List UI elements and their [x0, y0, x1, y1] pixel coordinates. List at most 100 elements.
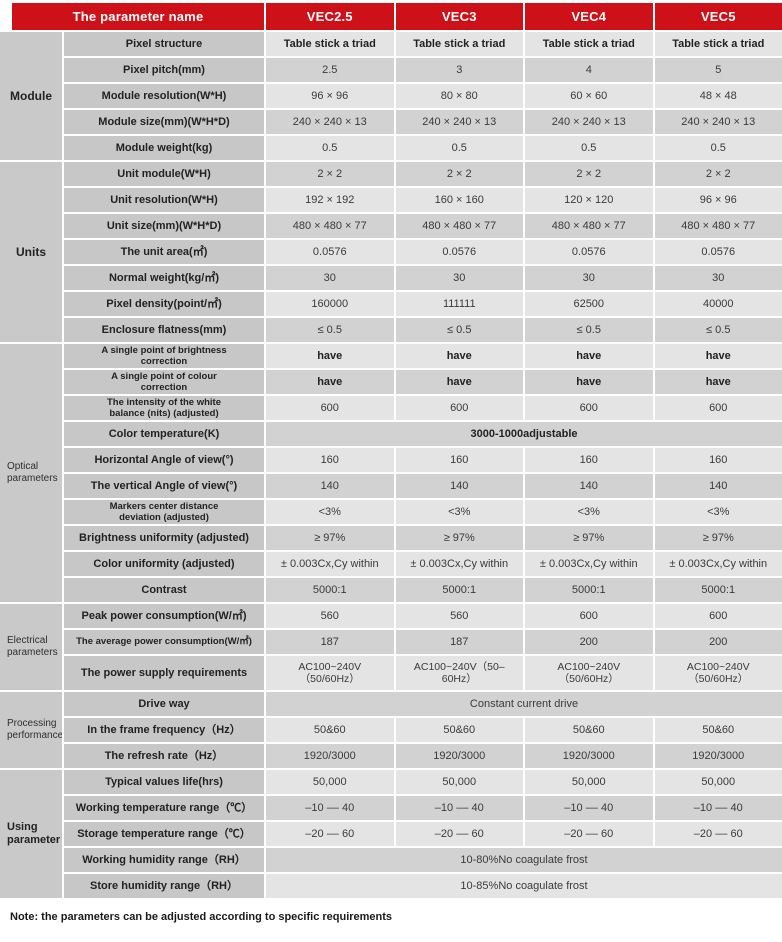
- value-cell: 0.0576: [395, 240, 523, 264]
- group-cell: Optical parameters: [0, 344, 62, 602]
- value-cell: 600: [395, 396, 523, 420]
- value-cell: Table stick a triad: [266, 32, 394, 56]
- header-parameter-name-cell: The parameter name: [12, 3, 264, 30]
- param-name-cell: Peak power consumption(W/㎡): [64, 604, 264, 628]
- value-cell: –10 –– 40: [395, 796, 523, 820]
- value-cell: 50,000: [525, 770, 653, 794]
- value-cell: AC100~240V （50/60Hz）: [525, 656, 653, 690]
- value-cell: have: [525, 370, 653, 394]
- value-cell: 30: [266, 266, 394, 290]
- param-name-cell: Markers center distance deviation (adjus…: [64, 500, 264, 524]
- value-cell: ± 0.003Cx,Cy within: [395, 552, 523, 576]
- value-cell: 30: [654, 266, 782, 290]
- value-cell: 5: [654, 58, 782, 82]
- value-cell: ≤ 0.5: [266, 318, 394, 342]
- value-cell: –20 –– 60: [266, 822, 394, 846]
- value-cell: ≥ 97%: [395, 526, 523, 550]
- value-cell: 480 × 480 × 77: [525, 214, 653, 238]
- value-cell: AC100~240V （50/60Hz）: [654, 656, 782, 690]
- value-cell: 0.5: [525, 136, 653, 160]
- value-cell: 240 × 240 × 13: [266, 110, 394, 134]
- group-cell: Electrical parameters: [0, 604, 62, 690]
- value-cell: 60 × 60: [525, 84, 653, 108]
- value-cell: 0.5: [654, 136, 782, 160]
- value-cell: 0.0576: [525, 240, 653, 264]
- span-value-cell: 10-80%No coagulate frost: [266, 848, 782, 872]
- param-name-cell: Normal weight(kg/㎡): [64, 266, 264, 290]
- value-cell: 50,000: [654, 770, 782, 794]
- param-name-cell: Color uniformity (adjusted): [64, 552, 264, 576]
- value-cell: 50&60: [525, 718, 653, 742]
- value-cell: 0.5: [395, 136, 523, 160]
- value-cell: 140: [395, 474, 523, 498]
- param-name-cell: Module size(mm)(W*H*D): [64, 110, 264, 134]
- value-cell: have: [525, 344, 653, 368]
- value-cell: 96 × 96: [266, 84, 394, 108]
- group-cell: Processing performance: [0, 692, 62, 768]
- value-cell: <3%: [266, 500, 394, 524]
- value-cell: ± 0.003Cx,Cy within: [654, 552, 782, 576]
- value-cell: AC100~240V （50/60Hz）: [266, 656, 394, 690]
- param-name-cell: Enclosure flatness(mm): [64, 318, 264, 342]
- group-cell: Using parameter: [0, 770, 62, 898]
- header-model-cell: VEC2.5: [266, 3, 394, 30]
- param-name-cell: A single point of brightness correction: [64, 344, 264, 368]
- value-cell: –20 –– 60: [654, 822, 782, 846]
- value-cell: 5000:1: [266, 578, 394, 602]
- value-cell: 5000:1: [525, 578, 653, 602]
- value-cell: <3%: [525, 500, 653, 524]
- param-name-cell: Typical values life(hrs): [64, 770, 264, 794]
- value-cell: 560: [266, 604, 394, 628]
- value-cell: 160: [525, 448, 653, 472]
- value-cell: have: [395, 344, 523, 368]
- param-name-cell: Pixel pitch(mm): [64, 58, 264, 82]
- value-cell: 160: [266, 448, 394, 472]
- header-model-cell: VEC3: [395, 3, 523, 30]
- param-name-cell: Module weight(kg): [64, 136, 264, 160]
- value-cell: Table stick a triad: [395, 32, 523, 56]
- value-cell: 1920/3000: [654, 744, 782, 768]
- param-name-cell: Unit size(mm)(W*H*D): [64, 214, 264, 238]
- param-name-cell: The unit area(㎡): [64, 240, 264, 264]
- param-name-cell: Drive way: [64, 692, 264, 716]
- value-cell: 96 × 96: [654, 188, 782, 212]
- spec-table: Module Pixel structure Table stick a triad…: [0, 32, 782, 898]
- group-cell: Units: [0, 162, 62, 342]
- value-cell: ≤ 0.5: [654, 318, 782, 342]
- value-cell: 50&60: [266, 718, 394, 742]
- value-cell: 50&60: [395, 718, 523, 742]
- value-cell: <3%: [654, 500, 782, 524]
- param-name-cell: Working humidity range（RH）: [64, 848, 264, 872]
- value-cell: 111111: [395, 292, 523, 316]
- param-name-cell: The power supply requirements: [64, 656, 264, 690]
- value-cell: AC100~240V（50– 60Hz）: [395, 656, 523, 690]
- param-name-cell: Brightness uniformity (adjusted): [64, 526, 264, 550]
- value-cell: 140: [266, 474, 394, 498]
- value-cell: 140: [654, 474, 782, 498]
- value-cell: 160: [395, 448, 523, 472]
- param-name-cell: The refresh rate（Hz）: [64, 744, 264, 768]
- span-value-cell: Constant current drive: [266, 692, 782, 716]
- value-cell: 600: [525, 396, 653, 420]
- value-cell: 600: [654, 604, 782, 628]
- value-cell: 200: [525, 630, 653, 654]
- value-cell: Table stick a triad: [654, 32, 782, 56]
- value-cell: 30: [525, 266, 653, 290]
- value-cell: 480 × 480 × 77: [266, 214, 394, 238]
- value-cell: –10 –– 40: [266, 796, 394, 820]
- param-name-cell: Module resolution(W*H): [64, 84, 264, 108]
- value-cell: 160 × 160: [395, 188, 523, 212]
- value-cell: 200: [654, 630, 782, 654]
- value-cell: 600: [525, 604, 653, 628]
- value-cell: 50&60: [654, 718, 782, 742]
- param-name-cell: Pixel structure: [64, 32, 264, 56]
- param-name-cell: The average power consumption(W/㎡): [64, 630, 264, 654]
- value-cell: ≥ 97%: [654, 526, 782, 550]
- value-cell: have: [654, 370, 782, 394]
- header-model-cell: VEC4: [525, 3, 653, 30]
- value-cell: 160: [654, 448, 782, 472]
- group-cell: Module: [0, 32, 62, 160]
- value-cell: –20 –– 60: [525, 822, 653, 846]
- value-cell: 1920/3000: [395, 744, 523, 768]
- param-name-cell: Pixel density(point/㎡): [64, 292, 264, 316]
